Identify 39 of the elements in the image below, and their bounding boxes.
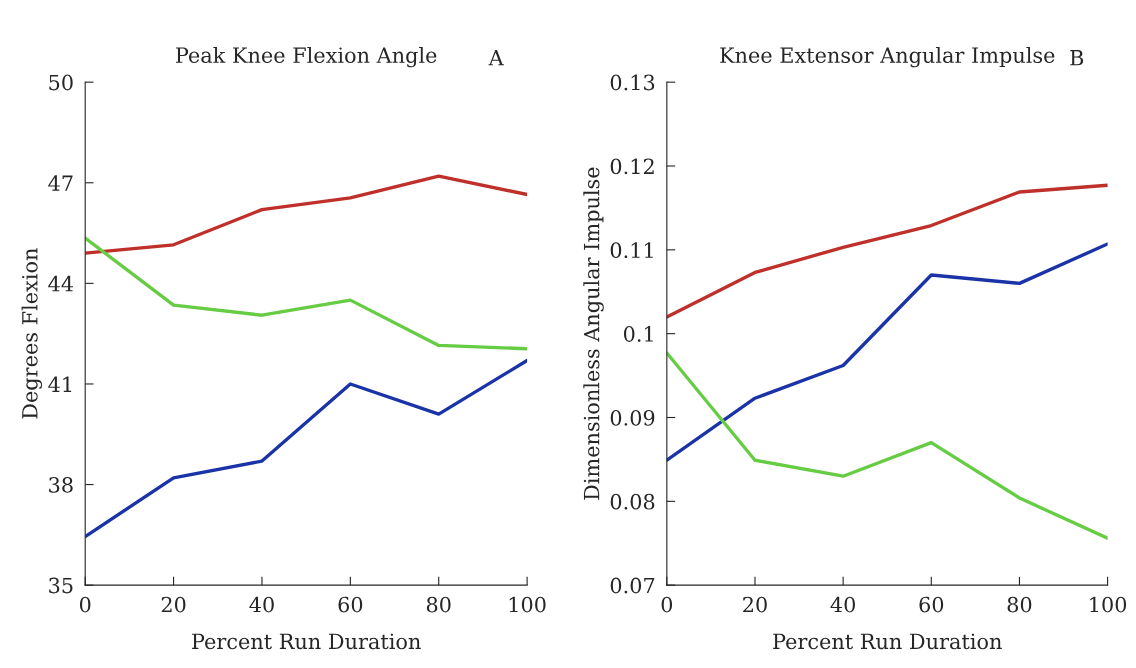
x-tick-label: 20 — [743, 596, 767, 613]
x-tick-label: 40 — [249, 596, 274, 613]
line-series — [666, 183, 1108, 319]
text: B — [1070, 50, 1084, 66]
line-series — [85, 358, 528, 539]
x-tick-label: 60 — [338, 596, 363, 613]
x-axis-title: Percent Run Duration — [773, 633, 1002, 650]
y-tick-label: 0.07 — [610, 577, 655, 594]
line-series — [85, 174, 528, 255]
y-tick-label: 41 — [48, 376, 72, 392]
line-series — [666, 242, 1108, 462]
text: A — [488, 50, 504, 66]
y-tick-label: 47 — [48, 175, 73, 191]
x-tick-label: 0 — [661, 596, 673, 613]
x-tick-label: 100 — [509, 596, 546, 613]
y-tick-label: 0.1 — [623, 326, 653, 342]
x-tick-label: 80 — [426, 596, 451, 613]
y-tick-label: 44 — [48, 275, 74, 292]
y-axis-title: Dimensionless Angular Impulse — [583, 167, 604, 500]
x-tick-label: 20 — [161, 596, 186, 613]
chart-title: Peak Knee Flexion Angle — [176, 46, 437, 68]
y-tick-label: 0.13 — [610, 74, 655, 91]
y-tick-label: 0.12 — [610, 158, 654, 175]
x-tick-label: 60 — [919, 596, 944, 613]
line-series — [85, 236, 528, 351]
x-tick-label: 0 — [79, 596, 91, 613]
y-tick-label: 0.11 — [610, 242, 653, 259]
x-tick-label: 100 — [1090, 596, 1127, 613]
y-tick-label: 0.09 — [610, 409, 655, 426]
line-series — [666, 351, 1108, 540]
x-axis-title: Percent Run Duration — [192, 633, 421, 650]
chart-title: Knee Extensor Angular Impulse — [720, 46, 1055, 68]
x-tick-label: 80 — [1007, 596, 1032, 613]
y-tick-label: 0.08 — [610, 493, 655, 510]
y-tick-label: 38 — [49, 477, 73, 493]
y-tick-label: 35 — [49, 577, 73, 594]
y-axis-title: Degrees Flexion — [21, 248, 43, 419]
x-tick-label: 40 — [830, 596, 856, 613]
y-tick-label: 50 — [49, 74, 73, 91]
